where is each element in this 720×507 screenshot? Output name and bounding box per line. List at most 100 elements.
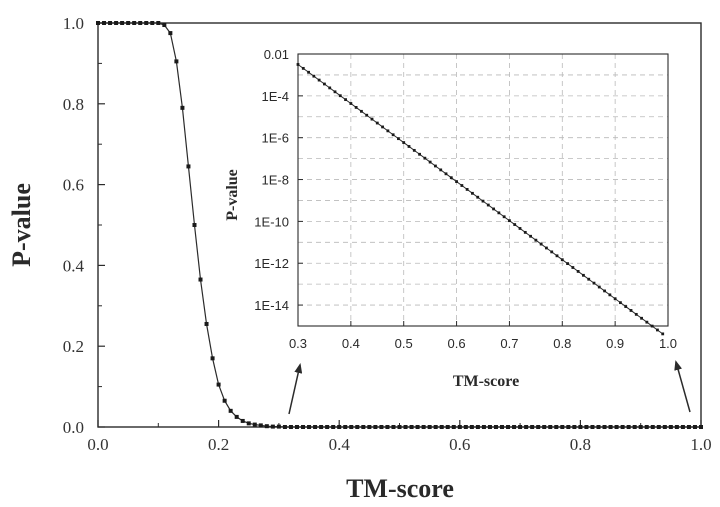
main-data-point bbox=[692, 425, 697, 429]
main-data-point bbox=[403, 425, 408, 429]
inset-data-point bbox=[323, 82, 326, 86]
inset-series-markers bbox=[296, 63, 665, 336]
inset-data-point bbox=[449, 176, 453, 180]
main-data-point bbox=[439, 425, 444, 429]
main-data-point bbox=[204, 321, 209, 326]
inset-x-tick-label: 1.0 bbox=[659, 336, 677, 351]
inset-data-point bbox=[545, 246, 548, 250]
main-data-point bbox=[373, 425, 378, 429]
main-data-point bbox=[126, 21, 131, 25]
main-data-point bbox=[584, 425, 589, 429]
main-y-tick-label: 0.0 bbox=[63, 418, 84, 437]
main-data-point bbox=[282, 425, 287, 429]
inset-data-point bbox=[555, 254, 559, 258]
inset-data-point bbox=[497, 211, 501, 215]
inset-data-point bbox=[391, 133, 395, 137]
main-data-point bbox=[620, 425, 625, 429]
main-data-point bbox=[349, 425, 354, 429]
inset-data-point bbox=[645, 320, 649, 324]
inset-data-point bbox=[486, 203, 490, 207]
main-data-point bbox=[668, 425, 673, 429]
main-data-point bbox=[162, 23, 167, 28]
inset-data-point bbox=[338, 94, 342, 98]
inset-data-point bbox=[465, 188, 469, 191]
main-data-point bbox=[258, 423, 263, 428]
inset-y-axis-title: P-value bbox=[224, 169, 241, 221]
main-data-point bbox=[276, 424, 281, 429]
inset-data-point bbox=[619, 301, 622, 305]
main-data-point bbox=[325, 425, 330, 429]
inset-x-tick-label: 0.7 bbox=[500, 336, 518, 351]
inset-data-point bbox=[613, 297, 617, 301]
inset-data-point bbox=[587, 277, 591, 281]
main-data-point bbox=[608, 425, 613, 429]
main-data-point bbox=[114, 21, 119, 25]
main-data-point bbox=[566, 425, 571, 429]
inset-data-point bbox=[634, 312, 638, 316]
main-data-point bbox=[264, 424, 269, 429]
main-data-point bbox=[397, 425, 402, 429]
main-y-tick-label: 0.8 bbox=[63, 95, 84, 114]
main-data-point bbox=[168, 31, 173, 36]
inset-data-point bbox=[381, 125, 384, 129]
inset-data-point bbox=[534, 238, 538, 242]
main-data-point bbox=[686, 425, 691, 429]
inset-data-point bbox=[360, 109, 363, 113]
main-data-point bbox=[451, 425, 456, 429]
inset-data-point bbox=[407, 145, 411, 148]
main-data-point bbox=[524, 425, 529, 429]
inset-data-point bbox=[481, 199, 485, 203]
inset-data-point bbox=[471, 191, 474, 195]
inset-data-point bbox=[349, 102, 353, 105]
main-data-point bbox=[512, 425, 517, 429]
inset-x-tick-label: 0.3 bbox=[289, 336, 307, 351]
main-series-markers bbox=[96, 21, 703, 429]
inset-data-point bbox=[301, 66, 305, 70]
inset-data-point bbox=[423, 156, 427, 160]
inset-y-tick-label: 0.01 bbox=[264, 47, 289, 62]
inset-data-point bbox=[513, 223, 517, 226]
main-data-point bbox=[542, 425, 547, 429]
inset-data-point bbox=[333, 90, 337, 94]
inset-y-tick-label: 1E-6 bbox=[262, 131, 289, 146]
main-data-point bbox=[222, 398, 227, 403]
inset-grid bbox=[298, 54, 668, 327]
main-data-point bbox=[457, 425, 462, 429]
main-data-point bbox=[554, 425, 559, 429]
main-y-axis-title: P-value bbox=[7, 183, 36, 267]
inset-y-tick-label: 1E-12 bbox=[254, 256, 289, 271]
main-x-tick-label: 0.0 bbox=[87, 435, 108, 454]
main-data-point bbox=[638, 425, 643, 429]
inset-data-point bbox=[492, 207, 495, 211]
inset-data-point bbox=[560, 258, 564, 262]
main-data-point bbox=[433, 425, 438, 429]
right-zoom-arrow bbox=[674, 360, 691, 413]
main-data-point bbox=[391, 425, 396, 429]
main-data-point bbox=[674, 425, 679, 429]
main-data-point bbox=[343, 425, 348, 429]
inset-data-point bbox=[370, 117, 374, 121]
inset-background bbox=[298, 54, 668, 326]
inset-data-point bbox=[312, 74, 316, 78]
main-y-ticks: 0.0 0.2 0.4 0.6 0.8 1.0 bbox=[63, 14, 105, 437]
inset-data-point bbox=[317, 78, 321, 82]
inset-x-ticks: 0.3 0.4 0.5 0.6 0.7 0.8 0.9 1.0 bbox=[289, 321, 677, 351]
inset-data-point bbox=[354, 106, 358, 109]
inset-data-point bbox=[418, 152, 421, 156]
main-data-point bbox=[301, 425, 306, 429]
main-data-point bbox=[560, 425, 565, 429]
inset-data-point bbox=[508, 219, 511, 223]
inset-data-point bbox=[444, 172, 448, 176]
inset-data-point bbox=[412, 148, 416, 152]
inset-data-point bbox=[592, 281, 596, 285]
main-data-point bbox=[656, 425, 661, 429]
main-y-tick-label: 0.4 bbox=[63, 256, 85, 275]
main-data-point bbox=[602, 425, 607, 429]
main-data-point bbox=[415, 425, 420, 429]
main-data-point bbox=[210, 356, 215, 361]
main-data-point bbox=[379, 425, 384, 429]
inset-data-point bbox=[344, 98, 347, 102]
inset-x-tick-label: 0.6 bbox=[448, 336, 466, 351]
main-x-tick-label: 0.8 bbox=[570, 435, 591, 454]
